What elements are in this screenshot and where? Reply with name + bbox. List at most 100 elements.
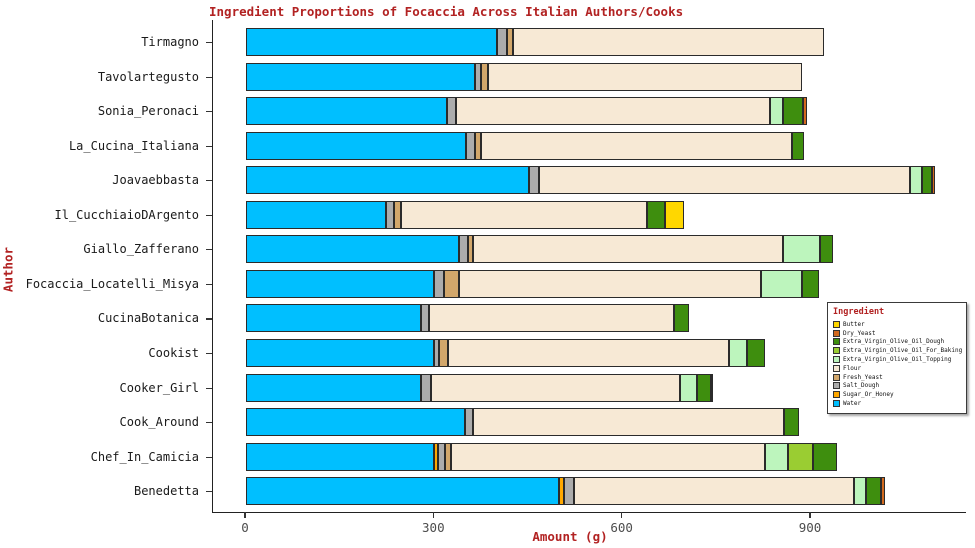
bar-segment-flour [401, 200, 648, 229]
x-tick-mark [809, 512, 811, 518]
bar-row-cookist [246, 338, 766, 367]
bar-row-giallo_zafferano [246, 235, 833, 264]
legend-item: Flour [833, 364, 961, 373]
y-tick-mark [206, 352, 212, 355]
bar-segment-salt_dough [459, 235, 468, 264]
bar-segment-salt_dough [564, 477, 575, 506]
y-axis-label: Cook_Around [119, 415, 199, 430]
bar-row-sonia_peronaci [246, 97, 808, 126]
bar-segment-fresh_yeast [467, 235, 473, 264]
bar-segment-sugar_or_honey [434, 442, 439, 471]
bar-segment-water [246, 28, 498, 56]
legend-item: Extra_Virgin_Olive_Oil_Dough [833, 338, 961, 347]
bar-segment-salt_dough [421, 304, 430, 333]
legend-item: Water [833, 399, 961, 408]
bar-segment-water [246, 304, 422, 333]
bar-row-benedetta [246, 477, 886, 506]
bar-segment-extra_virgin_olive_oil_dough [922, 166, 933, 195]
bar-segment-water [246, 477, 560, 506]
bar-segment-salt_dough [465, 131, 475, 160]
bar-segment-fresh_yeast [444, 442, 452, 471]
legend-label: Salt_Dough [843, 382, 880, 390]
y-axis-label: Sonia_Peronaci [97, 104, 199, 119]
bar-segment-water [246, 442, 435, 471]
bar-segment-fresh_yeast [439, 338, 448, 367]
bar-row-tavolartegusto [246, 62, 802, 91]
bar-segment-extra_virgin_olive_oil_dough [866, 477, 882, 506]
bar-segment-fresh_yeast [481, 62, 488, 91]
bar-segment-flour [458, 269, 761, 298]
bar-segment-extra_virgin_olive_oil_topping [680, 373, 698, 402]
y-tick-mark [206, 145, 212, 147]
bar-segment-fresh_yeast [506, 28, 513, 56]
y-tick-mark [206, 214, 212, 216]
bar-segment-salt_dough [497, 28, 507, 56]
y-tick-mark [206, 422, 212, 424]
legend-swatch-icon [833, 329, 840, 337]
bar-row-cook_around [246, 408, 800, 437]
bar-segment-extra_virgin_olive_oil_topping [764, 442, 788, 471]
bar-segment-sugar_or_honey [559, 477, 565, 506]
bar-segment-salt_dough [434, 338, 440, 367]
bar-segment-extra_virgin_olive_oil_topping [760, 269, 803, 298]
bar-segment-fresh_yeast [394, 200, 402, 229]
bar-segment-water [246, 269, 435, 298]
legend-label: Extra_Virgin_Olive_Oil_Topping [843, 356, 952, 364]
y-axis-labels: Tirmagno Tavolartegusto Sonia_Peronaci La_C… [0, 20, 212, 512]
bar-segment-flour [574, 477, 855, 506]
y-axis-label: Cookist [148, 345, 199, 360]
bar-segment-flour [512, 28, 824, 56]
bar-segment-flour [473, 408, 784, 437]
bar-row-tirmagno [246, 28, 824, 56]
y-tick-mark [206, 456, 212, 458]
legend-label: Flour [843, 364, 862, 372]
y-tick-mark [206, 111, 212, 113]
legend-item: Sugar_Or_Honey [833, 390, 961, 399]
legend-swatch-icon [833, 338, 840, 346]
bar-segment-water [246, 62, 476, 91]
bar-segment-salt_dough [475, 62, 482, 91]
bar-segment-extra_virgin_olive_oil_dough [819, 235, 833, 264]
bar-segment-water [246, 166, 529, 195]
bar-segment-extra_virgin_olive_oil_topping [910, 166, 923, 195]
legend-item: Extra_Virgin_Olive_Oil_Topping [833, 355, 961, 364]
legend-label: Butter [843, 320, 865, 328]
legend-label: Extra_Virgin_Olive_Oil_For_Baking [843, 347, 963, 355]
bar-segment-extra_virgin_olive_oil_dough [647, 200, 665, 229]
bar-segment-extra_virgin_olive_oil_dough [812, 442, 837, 471]
bar-row-cucinabotanica [246, 304, 690, 333]
bar-segment-water [246, 373, 422, 402]
bar-segment-water [246, 408, 466, 437]
y-axis-label: CucinaBotanica [97, 311, 199, 326]
bar-segment-extra_virgin_olive_oil_dough [674, 304, 690, 333]
legend-label: Sugar_Or_Honey [843, 391, 894, 399]
legend-swatch-icon [833, 320, 840, 328]
legend-item: Extra_Virgin_Olive_Oil_For_Baking [833, 346, 963, 355]
plot-area [212, 20, 966, 513]
y-axis-label: Cooker_Girl [119, 380, 199, 395]
bar-segment-extra_virgin_olive_oil_topping [728, 338, 747, 367]
bar-segment-water [246, 235, 460, 264]
bar-segment-extra_virgin_olive_oil_dough [782, 97, 804, 126]
bar-segment-salt_dough [446, 97, 457, 126]
x-tick-mark [621, 512, 623, 518]
bar-segment-extra_virgin_olive_oil_dough [697, 373, 711, 402]
bar-segment-salt_dough [421, 373, 432, 402]
bar-segment-flour [447, 338, 729, 367]
x-tick-mark [432, 512, 434, 518]
bar-segment-salt_dough [465, 408, 474, 437]
y-tick-mark [206, 42, 212, 44]
legend-box: Ingredient Butter Dry_Yeast Extra_Virgin_O… [827, 302, 967, 414]
legend-item: Dry_Yeast [833, 329, 961, 338]
bar-segment-dry_yeast [932, 166, 936, 195]
legend-swatch-icon [833, 364, 840, 372]
bar-row-cooker_girl [246, 373, 714, 402]
legend-swatch-icon [833, 356, 840, 364]
x-tick-label: 300 [422, 520, 445, 535]
bar-segment-salt_dough [528, 166, 539, 195]
legend-items: Butter Dry_Yeast Extra_Virgin_Olive_Oil_Do… [833, 320, 963, 408]
bar-segment-extra_virgin_olive_oil_for_baking [787, 442, 813, 471]
bar-row-joavaebbasta [246, 166, 936, 195]
bar-segment-extra_virgin_olive_oil_dough [791, 131, 805, 160]
